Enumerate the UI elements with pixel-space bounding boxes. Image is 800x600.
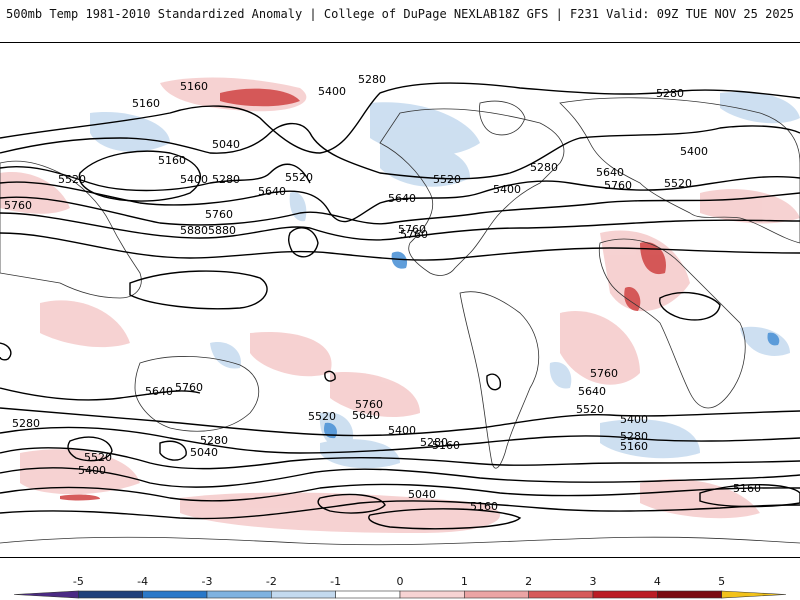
contour-label: 5760 <box>400 228 428 241</box>
colorbar-tick-label: 5 <box>718 575 725 588</box>
contour-label: 5160 <box>733 482 761 495</box>
contour-label: 5160 <box>132 97 160 110</box>
colorbar-tick-label: -2 <box>266 575 277 588</box>
colorbar-swatch <box>271 590 336 599</box>
colorbar-tick-label: -5 <box>73 575 84 588</box>
colorbar-tick-label: 4 <box>654 575 661 588</box>
contour-label: 5400 <box>620 413 648 426</box>
contour-label: 5400 <box>180 173 208 186</box>
contour-label: 5640 <box>578 385 606 398</box>
contour-label: 5280 <box>620 430 648 443</box>
colorbar-tick-label: -1 <box>330 575 341 588</box>
contour-label: 5280 <box>200 434 228 447</box>
contour-label: 5760 <box>590 367 618 380</box>
colorbar-swatch <box>206 590 272 599</box>
colorbar-swatch <box>464 590 529 599</box>
contour-label: 5400 <box>78 464 106 477</box>
contour-label: 5640 <box>352 409 380 422</box>
africa-coast <box>598 238 746 409</box>
colorbar-swatch <box>335 590 401 599</box>
contour-label: 5280 <box>12 417 40 430</box>
north-america-coast <box>379 108 565 276</box>
colorbar-swatch <box>721 590 787 599</box>
contour-label: 5760 <box>355 398 383 411</box>
colorbar-ticks: -5 -4 -3 -2 -1 0 1 2 3 4 5 <box>73 575 725 588</box>
contour-label: 5520 <box>664 177 692 190</box>
australia-coast <box>134 356 259 432</box>
colorbar-tick-label: -4 <box>137 575 148 588</box>
anomaly-map: 5160 5280 5400 5160 5040 5160 5520 5400 … <box>0 42 800 558</box>
contour-label: 5520 <box>285 171 313 184</box>
valid-time-label: 18Z GFS | F231 Valid: 09Z TUE NOV 25 202… <box>497 7 794 21</box>
colorbar-swatches <box>13 590 787 599</box>
contour-label: 5520 <box>58 173 86 186</box>
contour-label: 5760 <box>175 381 203 394</box>
contour-label: 5640 <box>258 185 286 198</box>
contour-label: 5520 <box>84 451 112 464</box>
contour-label: 5160 <box>620 440 648 453</box>
colorbar-tick-label: -3 <box>202 575 213 588</box>
contour-label: 5880 <box>180 224 208 237</box>
contour-label: 5400 <box>493 183 521 196</box>
colorbar-tick-label: 1 <box>461 575 468 588</box>
asia-east-coast <box>0 160 142 299</box>
colorbar-tick-label: 0 <box>397 575 404 588</box>
warm-anomaly-shading <box>0 77 800 533</box>
contour-label: 5880 <box>208 224 236 237</box>
contour-label: 5040 <box>212 138 240 151</box>
coastlines <box>0 97 800 546</box>
contour-label: 5160 <box>180 80 208 93</box>
colorbar-swatch <box>78 590 143 599</box>
south-america-coast <box>459 291 540 469</box>
anomaly-colorbar: -5 -4 -3 -2 -1 0 1 2 3 4 5 <box>13 575 787 599</box>
colorbar-swatch <box>399 590 465 599</box>
contour-label: 5040 <box>408 488 436 501</box>
colorbar-swatch <box>142 590 208 599</box>
eurasia-coast <box>559 97 800 244</box>
contour-label: 5760 <box>398 223 426 236</box>
contour-label: 5400 <box>318 85 346 98</box>
contour-label: 5280 <box>358 73 386 86</box>
contour-label: 5640 <box>596 166 624 179</box>
contour-label: 5160 <box>432 439 460 452</box>
antarctica-coast <box>0 536 800 546</box>
contour-label: 5400 <box>388 424 416 437</box>
map-title: 500mb Temp 1981-2010 Standardized Anomal… <box>6 7 498 21</box>
colorbar-tick-label: 3 <box>590 575 597 588</box>
contour-labels: 5160 5280 5400 5160 5040 5160 5520 5400 … <box>4 73 761 513</box>
contour-label: 5280 <box>656 87 684 100</box>
greenland-coast <box>479 100 526 136</box>
contour-label: 5400 <box>680 145 708 158</box>
contour-label: 5640 <box>145 385 173 398</box>
contour-label: 5280 <box>420 436 448 449</box>
contour-label: 5280 <box>530 161 558 174</box>
colorbar-swatch <box>657 590 722 599</box>
contour-label: 5160 <box>158 154 186 167</box>
contour-label: 5520 <box>576 403 604 416</box>
contour-label: 5160 <box>470 500 498 513</box>
colorbar-tick-label: 2 <box>525 575 532 588</box>
contour-label: 5520 <box>433 173 461 186</box>
colorbar-swatch <box>13 590 79 599</box>
contour-label: 5760 <box>205 208 233 221</box>
contour-label: 5520 <box>308 410 336 423</box>
contour-label: 5640 <box>388 192 416 205</box>
contour-label: 5760 <box>4 199 32 212</box>
height-contours <box>0 82 800 530</box>
colorbar-swatch <box>528 590 594 599</box>
map-svg: 5160 5280 5400 5160 5040 5160 5520 5400 … <box>0 73 800 546</box>
strong-warm-anomaly <box>60 88 666 501</box>
contour-label: 5040 <box>190 446 218 459</box>
contour-label: 5760 <box>604 179 632 192</box>
contour-label: 5280 <box>212 173 240 186</box>
colorbar-swatch <box>592 590 658 599</box>
